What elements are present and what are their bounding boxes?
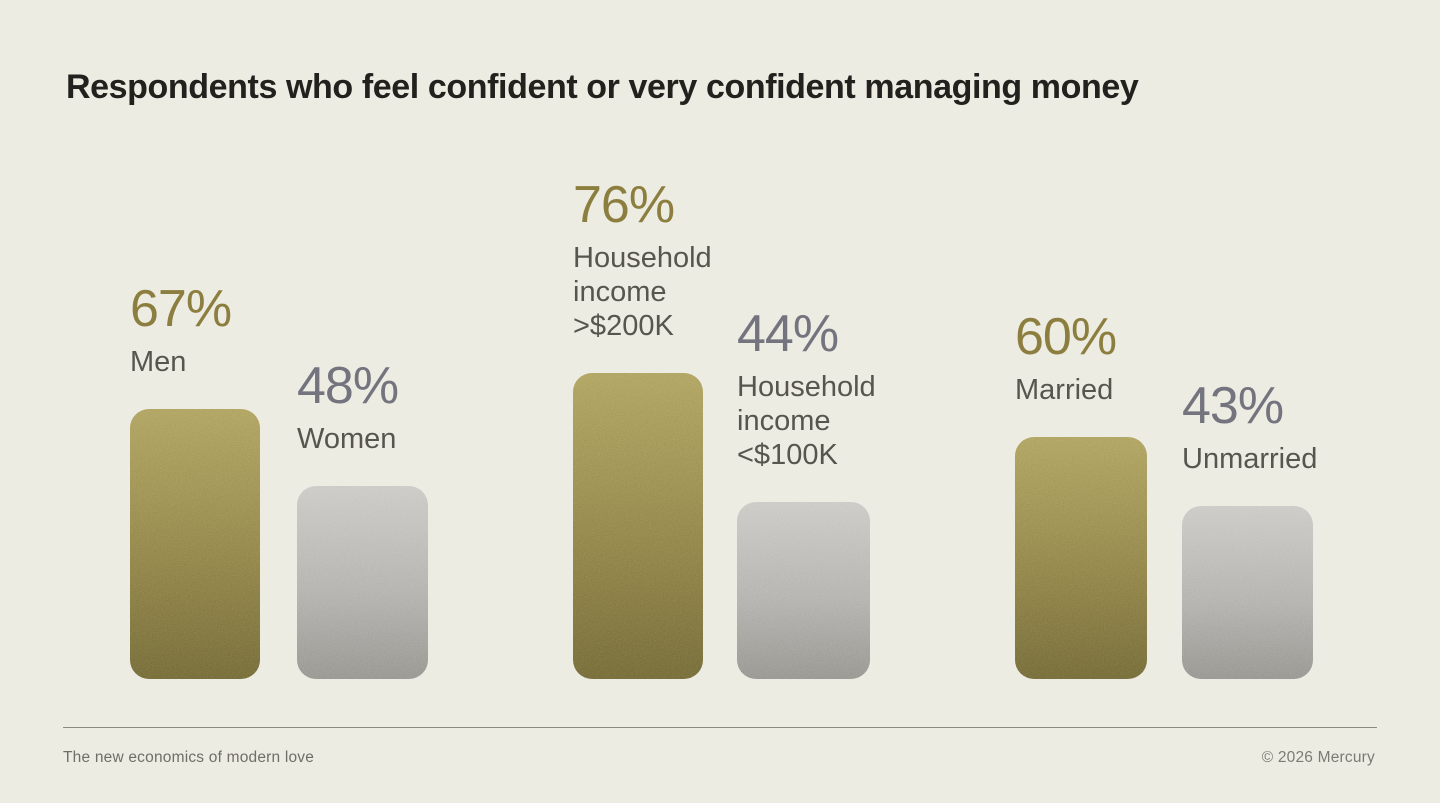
bar-annotation-men: 67% Men [130,279,292,379]
grain-texture [737,502,870,679]
bar-category-label-income-under-100k: Household income <$100K [737,371,876,471]
bar-annotation-income-under-100k: 44% Household income <$100K [737,304,899,472]
grain-texture [297,486,428,679]
page-title: Respondents who feel confident or very c… [66,68,1139,106]
bar-category-label-women: Women [297,423,397,455]
bar-value-label-unmarried: 43% [1182,376,1284,435]
bar-category-label-married: Married [1015,374,1114,406]
bar-married [1015,437,1147,679]
bar-men [130,409,260,679]
bar-income-under-100k [737,502,870,679]
bar-women [297,486,428,679]
bar-value-label-income-under-100k: 44% [737,304,839,363]
bar-group-married: 60% Married [1015,310,1147,679]
bar-group-men: 67% Men [130,282,260,679]
bar-category-label-income-over-200k: Household income >$200K [573,242,712,342]
bar-value-label-women: 48% [297,356,399,415]
footer-source-text: The new economics of modern love [63,749,315,766]
bar-group-women: 48% Women [297,359,428,679]
bar-value-label-married: 60% [1015,307,1117,366]
footer-divider [63,727,1377,728]
bar-category-label-unmarried: Unmarried [1182,443,1318,475]
bar-value-label-men: 67% [130,279,232,338]
bar-category-label-men: Men [130,346,187,378]
bar-annotation-married: 60% Married [1015,307,1177,407]
bar-annotation-women: 48% Women [297,356,459,456]
bar-annotation-unmarried: 43% Unmarried [1182,376,1344,476]
bar-group-unmarried: 43% Unmarried [1182,379,1317,679]
bar-unmarried [1182,506,1313,679]
bar-group-income-over-200k: 76% Household income >$200K [573,178,712,679]
bar-income-over-200k [573,373,703,679]
bar-annotation-income-over-200k: 76% Household income >$200K [573,175,735,343]
grain-texture [1182,506,1313,679]
footer-copyright: © 2026 Mercury [1261,749,1375,766]
grain-texture [130,409,260,679]
bar-value-label-income-over-200k: 76% [573,175,675,234]
grain-texture [1015,437,1147,679]
bar-group-income-under-100k: 44% Household income <$100K [737,307,876,679]
grain-texture [573,373,703,679]
